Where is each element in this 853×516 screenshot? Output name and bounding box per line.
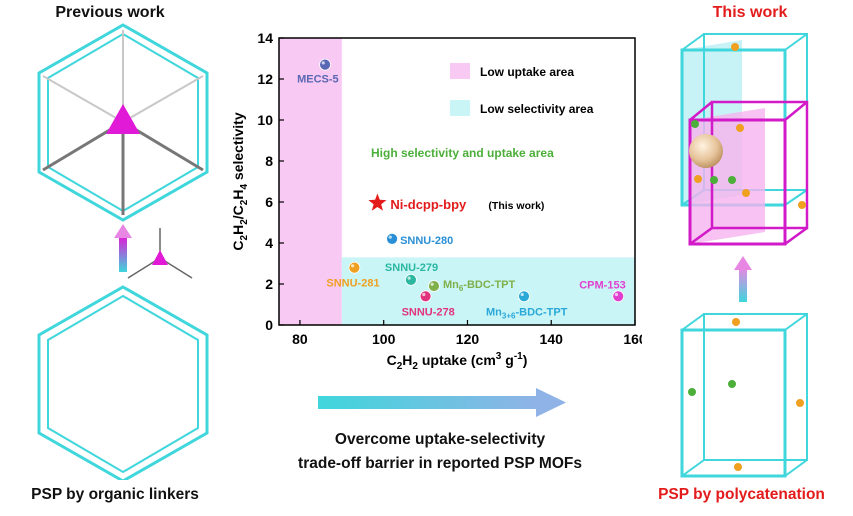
point-label: SNNU-278: [402, 306, 455, 318]
point-label: SNNU-281: [326, 278, 379, 290]
point-star-marker: [368, 193, 387, 211]
point-marker: [319, 58, 331, 71]
x-tick-label: 140: [540, 331, 564, 347]
organic-linkers-caption: PSP by organic linkers: [31, 486, 199, 503]
x-tick-label: 100: [372, 331, 396, 347]
point-marker: [612, 290, 625, 303]
hexagonal-prism-plain: [37, 285, 209, 480]
overcome-message: Overcome uptake-selectivity trade-off ba…: [240, 428, 640, 476]
point-marker: [348, 261, 361, 274]
polycatenation-caption: PSP by polycatenation: [658, 486, 825, 503]
y-tick-label: 0: [265, 317, 273, 333]
point-label: MECS-5: [297, 74, 339, 86]
y-tick-label: 4: [265, 235, 273, 251]
point-marker: [428, 280, 440, 292]
high-selectivity-annotation: High selectivity and uptake area: [371, 146, 554, 160]
up-arrow-icon-right: [734, 256, 752, 302]
legend-label: Low selectivity area: [480, 102, 594, 116]
legend-swatch: [450, 100, 470, 116]
point-label: CPM-153: [579, 279, 625, 291]
point-marker: [518, 290, 530, 303]
magenta-cage: [688, 100, 809, 246]
x-tick-label: 120: [456, 331, 480, 347]
point-highlight: [350, 264, 355, 268]
overcome-line-2: trade-off barrier in reported PSP MOFs: [298, 455, 582, 472]
chart-legend: Low uptake area Low selectivity area: [450, 63, 594, 116]
point-highlight: [520, 292, 524, 297]
point-highlight: [407, 276, 411, 280]
previous-work-schematic: [37, 23, 209, 480]
this-work-title: This work: [712, 4, 788, 21]
point-label: Ni-dcpp-bpy: [390, 197, 467, 212]
point-label: SNNU-280: [400, 235, 453, 247]
y-axis-label: C2H2/C2H4 selectivity: [230, 112, 250, 250]
region-0: [279, 38, 342, 325]
point-highlight: [614, 292, 619, 297]
legend-swatch: [450, 63, 470, 79]
x-axis-label: C2H2 uptake (cm3 g-1): [387, 351, 528, 372]
up-arrow-icon: [114, 224, 132, 272]
hexagonal-prism-with-node: [37, 23, 209, 222]
point-highlight: [430, 282, 434, 286]
point-marker: [405, 273, 417, 286]
region-1: [341, 257, 635, 325]
y-tick-label: 2: [265, 276, 273, 292]
x-axis-ticks: 80 100 120 140 160: [292, 320, 642, 347]
y-tick-label: 10: [257, 112, 273, 128]
x-tick-label: 160: [623, 331, 642, 347]
x-tick-label: 80: [292, 331, 308, 347]
point-highlight: [388, 235, 392, 239]
point-highlight: [321, 61, 325, 65]
point-highlight: [422, 292, 426, 297]
data-points: MECS-5 Ni-dcpp-bpy (This work) SNNU-280 SNNU…: [297, 58, 626, 320]
point-label: SNNU-279: [385, 262, 438, 274]
point-label: Mn3+6-BDC-TPT: [486, 306, 568, 320]
y-tick-label: 6: [265, 194, 273, 210]
linker-glyph-icons: [694, 43, 806, 471]
chart-regions: [279, 38, 635, 325]
point-marker: [419, 290, 432, 303]
right-arrow-icon: [318, 388, 566, 417]
green-linker-icons: [688, 120, 736, 396]
this-work-note: (This work): [488, 200, 544, 212]
point-label: Mn6-BDC-TPT: [443, 279, 516, 293]
previous-work-title: Previous work: [55, 4, 165, 21]
single-cyan-cage: [680, 313, 808, 478]
y-tick-label: 14: [257, 30, 273, 46]
tritopic-linker-icon: [127, 228, 193, 279]
this-work-schematic: [680, 33, 809, 478]
point-marker: [386, 232, 398, 245]
selectivity-uptake-chart: 80 100 120 140 160 0 2 4 6 8 10 12 14 C2H2 uptake (…: [230, 30, 642, 372]
plot-frame: [278, 37, 636, 326]
y-tick-label: 8: [265, 153, 273, 169]
overcome-line-1: Overcome uptake-selectivity: [334, 431, 546, 448]
y-axis-ticks: 0 2 4 6 8 10 12 14: [257, 30, 284, 333]
y-tick-label: 12: [257, 71, 273, 87]
legend-label: Low uptake area: [480, 65, 574, 79]
guest-sphere-icon: [689, 134, 723, 168]
